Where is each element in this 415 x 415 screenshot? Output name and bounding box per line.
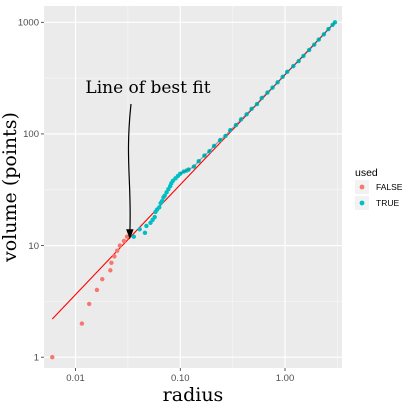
y-tick-label: 1 bbox=[34, 352, 39, 363]
data-point-false bbox=[100, 276, 105, 282]
data-point-false bbox=[112, 254, 117, 259]
legend-title: used bbox=[355, 167, 378, 179]
data-point-false bbox=[86, 301, 92, 307]
grid-major bbox=[44, 6, 342, 368]
data-point-true bbox=[157, 205, 162, 210]
data-point-false bbox=[117, 243, 123, 248]
data-point-true bbox=[152, 214, 157, 220]
points-group bbox=[50, 20, 338, 360]
data-point-false bbox=[115, 248, 120, 253]
x-ticks: 0.01 0.10 1.00 bbox=[66, 368, 294, 384]
data-point-true bbox=[144, 223, 149, 229]
y-axis-title: volume (points) bbox=[0, 112, 21, 263]
data-point-false bbox=[108, 268, 113, 273]
y-tick-label: 10 bbox=[28, 241, 39, 252]
legend-key bbox=[359, 184, 365, 190]
y-tick-label: 100 bbox=[23, 129, 39, 140]
legend: used FALSE TRUE bbox=[355, 167, 403, 210]
grid-minor bbox=[44, 6, 342, 368]
annotation-arrow bbox=[127, 103, 132, 233]
data-point-true bbox=[131, 234, 136, 239]
x-axis-title: radius bbox=[163, 384, 224, 406]
legend-label: FALSE bbox=[376, 182, 403, 192]
x-tick-label: 1.00 bbox=[276, 373, 295, 384]
data-point-true bbox=[159, 198, 165, 204]
y-ticks: 1 10 100 1000 bbox=[18, 18, 44, 363]
data-point-false bbox=[109, 260, 114, 266]
data-point-true bbox=[137, 227, 142, 232]
data-point-false bbox=[50, 354, 55, 360]
data-point-true bbox=[162, 193, 167, 198]
legend-key bbox=[359, 200, 365, 206]
dense-points-overlay bbox=[179, 21, 336, 175]
annotation-arrowhead bbox=[126, 229, 134, 240]
legend-label: TRUE bbox=[376, 198, 399, 208]
x-tick-label: 0.01 bbox=[66, 373, 85, 384]
x-tick-label: 0.10 bbox=[171, 373, 190, 384]
data-point-false bbox=[79, 321, 85, 326]
data-point-false bbox=[94, 287, 100, 293]
y-tick-label: 1000 bbox=[18, 18, 39, 29]
annotation-text: Line of best fit bbox=[85, 78, 210, 98]
data-point-false bbox=[124, 234, 130, 239]
data-point-true bbox=[142, 230, 148, 236]
data-point-false bbox=[121, 238, 127, 244]
